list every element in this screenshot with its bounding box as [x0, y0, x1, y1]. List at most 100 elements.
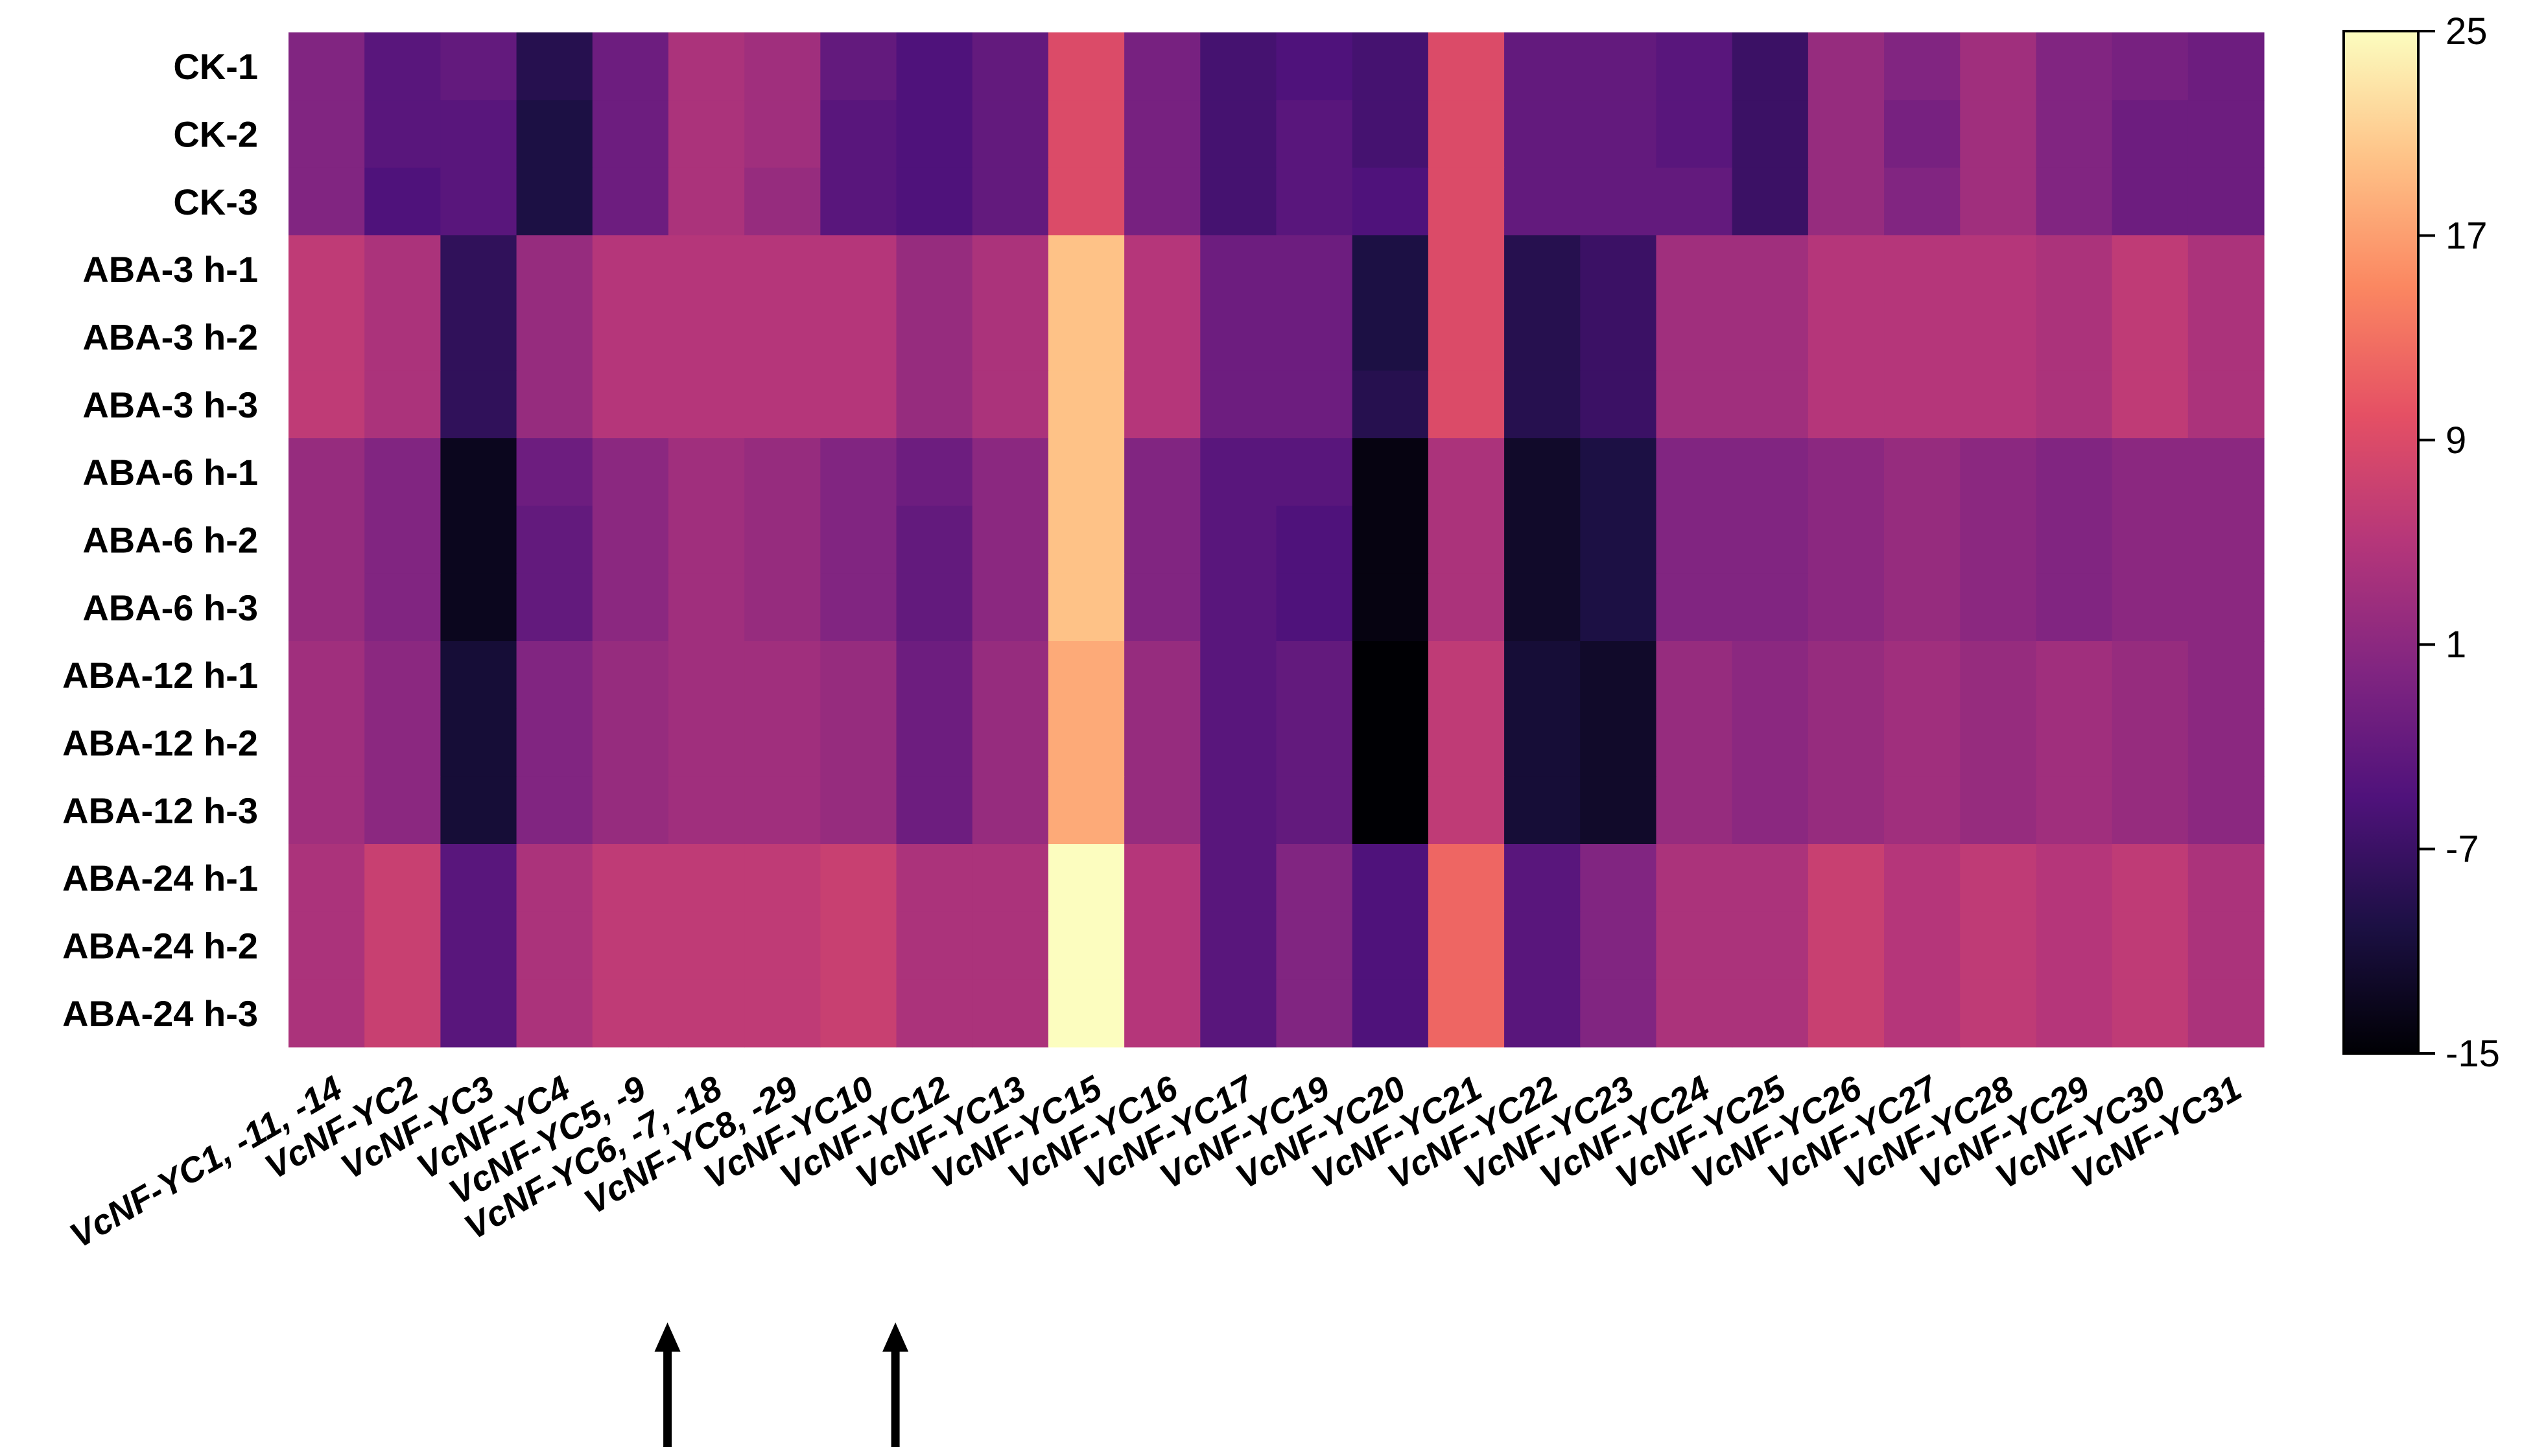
heatmap-cell	[1200, 370, 1277, 439]
row-label: ABA-6 h-3	[82, 587, 258, 628]
arrows	[654, 1322, 909, 1447]
heatmap-cell	[1124, 641, 1201, 709]
heatmap-cell	[1656, 438, 1733, 506]
row-label: ABA-3 h-3	[82, 384, 258, 425]
heatmap-cell	[668, 776, 745, 845]
heatmap-cell	[2036, 303, 2113, 371]
heatmap-cell	[1428, 506, 1505, 574]
heatmap-cell	[820, 844, 897, 912]
heatmap-cell	[1808, 438, 1885, 506]
heatmap-cell	[820, 438, 897, 506]
heatmap-cell	[2187, 844, 2265, 912]
colorbar-tick-label: -7	[2445, 828, 2479, 871]
heatmap-cell	[972, 32, 1049, 100]
heatmap-cell	[1504, 709, 1581, 777]
heatmap-cell	[896, 776, 973, 845]
heatmap-cell	[289, 641, 365, 709]
heatmap-cell	[820, 506, 897, 574]
heatmap-cell	[364, 776, 441, 845]
heatmap-cell	[1428, 709, 1505, 777]
heatmap-cell	[1200, 235, 1277, 303]
heatmap-cell	[1732, 235, 1809, 303]
heatmap-cell	[1200, 979, 1277, 1048]
heatmap-cell	[1352, 438, 1429, 506]
heatmap-cell	[1732, 32, 1809, 100]
heatmap-cell	[289, 235, 365, 303]
heatmap-cell	[820, 235, 897, 303]
heatmap-cell	[289, 911, 365, 980]
heatmap-cell	[972, 979, 1049, 1048]
heatmap-cell	[896, 573, 973, 642]
heatmap-cell	[2112, 979, 2189, 1048]
heatmap-cell	[668, 911, 745, 980]
heatmap-cell	[364, 438, 441, 506]
heatmap-cell	[1048, 100, 1125, 169]
heatmap-cell	[516, 235, 593, 303]
heatmap-cell	[364, 167, 441, 236]
heatmap-cell	[440, 167, 517, 236]
heatmap-cell	[744, 641, 821, 709]
heatmap-cell	[516, 32, 593, 100]
heatmap-cell	[1656, 370, 1733, 439]
row-label: ABA-3 h-1	[82, 249, 258, 290]
heatmap-cell	[744, 235, 821, 303]
heatmap-cell	[896, 32, 973, 100]
heatmap-cell	[1428, 370, 1505, 439]
heatmap-cell	[289, 573, 365, 642]
heatmap-cell	[1200, 167, 1277, 236]
heatmap-cell	[744, 709, 821, 777]
heatmap-cell	[516, 709, 593, 777]
heatmap-cell	[1048, 438, 1125, 506]
heatmap-cell	[1808, 100, 1885, 169]
heatmap-cell	[1048, 235, 1125, 303]
colorbar-tick-label: 1	[2445, 624, 2466, 666]
heatmap-cell	[896, 167, 973, 236]
heatmap-cell	[1580, 370, 1657, 439]
arrow-marker	[882, 1322, 909, 1447]
heatmap-cell	[1884, 776, 1961, 845]
heatmap-cell	[668, 100, 745, 169]
heatmap-cell	[896, 438, 973, 506]
heatmap-cell	[972, 911, 1049, 980]
heatmap-cell	[1580, 979, 1657, 1048]
heatmap-cell	[1732, 370, 1809, 439]
heatmap-cell	[1352, 370, 1429, 439]
heatmap-cell	[1656, 979, 1733, 1048]
heatmap-cell	[2112, 641, 2189, 709]
heatmap-cell	[972, 167, 1049, 236]
heatmap-cell	[1352, 100, 1429, 169]
colorbar-tick-label: -15	[2445, 1033, 2500, 1075]
heatmap-cell	[1960, 709, 2037, 777]
heatmap-cell	[440, 438, 517, 506]
heatmap-cell	[1200, 641, 1277, 709]
heatmap-cell	[2187, 370, 2265, 439]
heatmap-cell	[896, 370, 973, 439]
heatmap-cell	[1048, 844, 1125, 912]
heatmap-cell	[1048, 979, 1125, 1048]
heatmap-cell	[896, 911, 973, 980]
heatmap-cell	[1808, 979, 1885, 1048]
row-label: CK-3	[173, 182, 258, 222]
heatmap-cell	[744, 370, 821, 439]
heatmap-cell	[516, 438, 593, 506]
heatmap-cell	[2036, 844, 2113, 912]
heatmap-cell	[516, 100, 593, 169]
heatmap-cell	[820, 979, 897, 1048]
heatmap-cell	[592, 573, 669, 642]
colorbar-gradient	[2342, 30, 2420, 1055]
heatmap-cell	[1580, 235, 1657, 303]
heatmap-cell	[896, 303, 973, 371]
heatmap-cell	[2187, 235, 2265, 303]
heatmap-cell	[1732, 506, 1809, 574]
heatmap-cell	[2112, 911, 2189, 980]
heatmap-cell	[1960, 32, 2037, 100]
heatmap-cell	[1124, 979, 1201, 1048]
heatmap-cell	[2187, 100, 2265, 169]
heatmap-cell	[1580, 911, 1657, 980]
heatmap-cell	[1124, 32, 1201, 100]
heatmap-cell	[744, 506, 821, 574]
colorbar-tick-label: 9	[2445, 419, 2466, 462]
heatmap-cell	[1048, 641, 1125, 709]
heatmap-cell	[1124, 709, 1201, 777]
